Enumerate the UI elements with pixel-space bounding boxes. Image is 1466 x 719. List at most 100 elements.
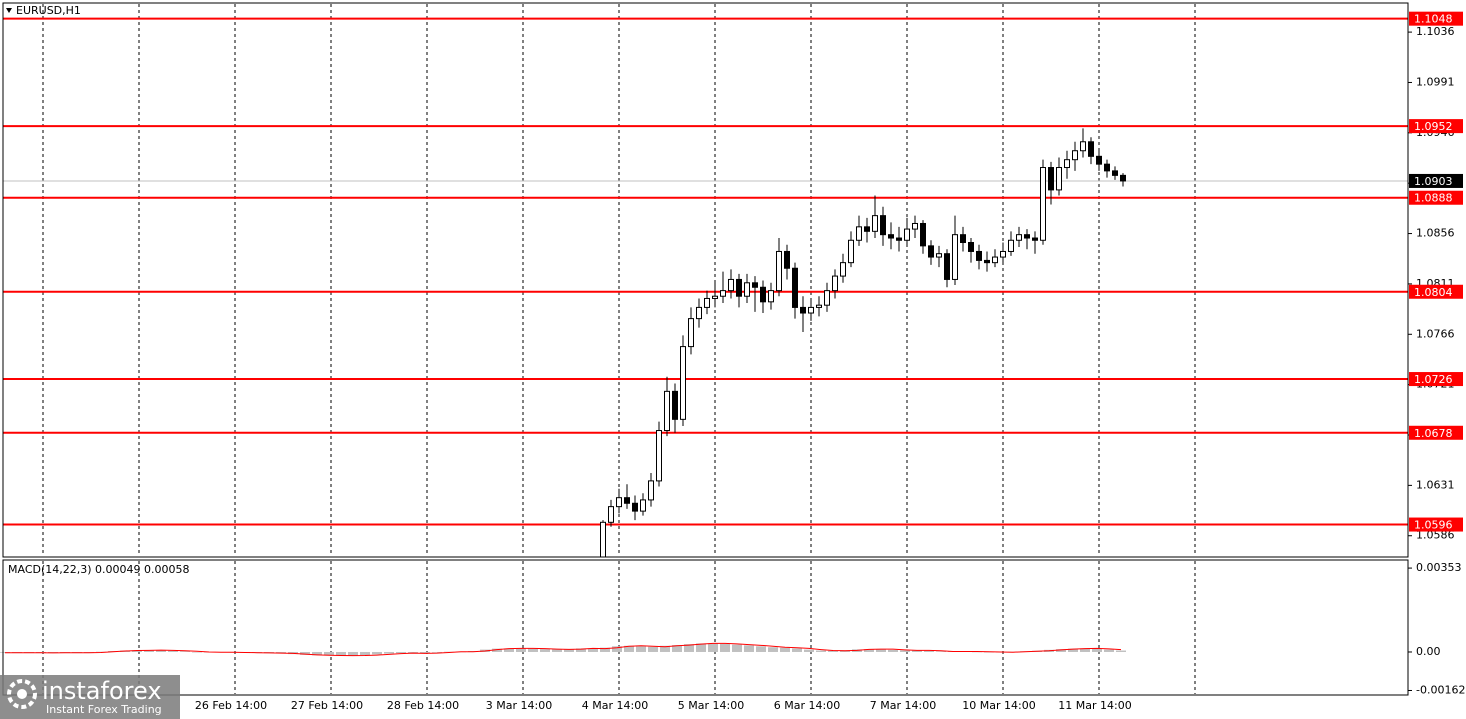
candle-body	[768, 290, 774, 303]
candle-body	[632, 502, 638, 512]
level-label-bg	[1409, 517, 1463, 532]
candle-body	[1056, 167, 1062, 191]
candle-body	[904, 228, 910, 241]
candle-body	[896, 237, 902, 241]
macd-bar	[168, 650, 178, 652]
candle-body	[712, 295, 718, 299]
x-tick-label: 6 Mar 14:00	[774, 699, 840, 712]
macd-bar	[876, 649, 886, 652]
candle-body	[832, 275, 838, 292]
level-label-bg	[1409, 284, 1463, 299]
candle-body	[976, 250, 982, 261]
candle-body	[824, 290, 830, 306]
y-tick-label: 1.0586	[1416, 529, 1455, 542]
candle-body	[808, 306, 814, 314]
y-tick-label: 1.0991	[1416, 75, 1455, 88]
level-label-bg	[1409, 190, 1463, 205]
candle-body	[848, 239, 854, 264]
level-label-bg	[1409, 425, 1463, 440]
candle-body	[640, 499, 646, 512]
x-tick-label: 3 Mar 14:00	[486, 699, 552, 712]
macd-bar	[696, 643, 706, 652]
candle-body	[688, 318, 694, 348]
macd-bar	[420, 651, 430, 654]
candle-body	[696, 306, 702, 320]
y-tick-label: 0.00353	[1416, 561, 1462, 574]
levels	[3, 17, 1408, 526]
candle-body	[936, 253, 942, 258]
y-tick-label: 0.00	[1416, 645, 1441, 658]
candle-body	[864, 226, 870, 232]
macd-bar	[600, 647, 610, 652]
macd-signal-value: 0.00058	[144, 563, 190, 576]
logo-name: instaforex	[42, 677, 162, 705]
y-tick-label: 1.0766	[1416, 327, 1455, 340]
candle-body	[992, 256, 998, 264]
candle-body	[1072, 150, 1078, 161]
candle-body	[752, 282, 758, 288]
macd-bar	[924, 650, 934, 652]
macd-bar	[780, 647, 790, 652]
price-panel-frame	[2, 2, 1409, 558]
y-tick-label: 1.0856	[1416, 227, 1455, 240]
macd-bar	[348, 651, 358, 656]
macd-bar	[312, 651, 322, 656]
level-label: 1.0678	[1414, 427, 1453, 440]
candle-body	[1120, 174, 1126, 182]
x-tick-label: 5 Mar 14:00	[678, 699, 744, 712]
logo-icon	[7, 679, 37, 709]
macd-bar	[1116, 650, 1126, 652]
macd-bar	[192, 651, 202, 653]
macd-signal-line	[5, 642, 1122, 657]
candle-body	[728, 278, 734, 292]
x-tick-label: 10 Mar 14:00	[962, 699, 1035, 712]
macd-bar	[612, 646, 622, 652]
macd-bar	[804, 649, 814, 652]
candle-body	[680, 346, 686, 420]
candle-body	[944, 253, 950, 280]
macd-bar	[432, 651, 442, 653]
candle-body	[1112, 170, 1118, 176]
logo: instaforex Instant Forex Trading	[0, 675, 180, 719]
candle-body	[776, 250, 782, 292]
macd-bar	[1056, 649, 1066, 652]
level-label: 1.1048	[1414, 13, 1453, 26]
level-label: 1.0596	[1414, 519, 1453, 532]
macd-bar	[732, 644, 742, 652]
axis: 1.10361.09911.09461.09011.08561.08111.07…	[195, 11, 1465, 712]
macd-bar	[156, 650, 166, 652]
x-tick-label: 7 Mar 14:00	[870, 699, 936, 712]
candle-body	[1024, 234, 1030, 239]
x-tick-label: 28 Feb 14:00	[387, 699, 459, 712]
x-tick-label: 4 Mar 14:00	[582, 699, 648, 712]
candle-body	[784, 250, 790, 269]
candle-body	[952, 234, 958, 280]
macd-bar	[588, 648, 598, 652]
macd-bar	[768, 647, 778, 652]
x-tick-label: 26 Feb 14:00	[195, 699, 267, 712]
candle-body	[1040, 167, 1046, 241]
candle-body	[664, 390, 670, 432]
macd-bar	[144, 650, 154, 652]
macd-bar	[684, 644, 694, 652]
candle-body	[1032, 237, 1038, 241]
candle-body	[656, 430, 662, 482]
macd-bar	[744, 645, 754, 652]
macd-bar	[324, 651, 334, 656]
candle-body	[736, 278, 742, 297]
candle-body	[888, 234, 894, 239]
candle-body	[960, 234, 966, 244]
candle-body	[600, 521, 606, 558]
macd-bar	[864, 649, 874, 652]
candle-body	[672, 390, 678, 420]
candle-body	[1080, 141, 1086, 152]
candle-body	[816, 304, 822, 308]
level-label-bg	[1409, 11, 1463, 26]
candle-body	[1096, 155, 1102, 165]
macd-bar	[936, 651, 946, 653]
x-tick-label: 11 Mar 14:00	[1058, 699, 1131, 712]
macd-bar	[1104, 649, 1114, 652]
level-label-bg	[1409, 119, 1463, 134]
candle-body	[1064, 159, 1070, 169]
